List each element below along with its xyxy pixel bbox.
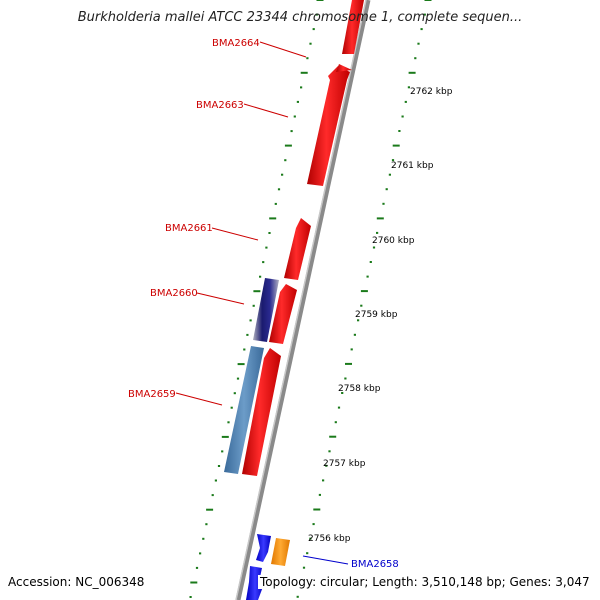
inner-tick-track (189, 0, 324, 598)
outer-tick-track (296, 0, 432, 598)
backbone-highlight (235, 0, 367, 600)
gene-bma2659-right-arrow[interactable] (242, 348, 281, 476)
leader-bma2660 (196, 292, 245, 305)
summary-text: Topology: circular; Length: 3,510,148 bp… (258, 575, 590, 589)
backbone-line (235, 0, 371, 600)
gene-bma2658-blue[interactable] (256, 534, 271, 562)
kbp-label-2762: 2762 kbp (410, 87, 453, 97)
leader-bma2661 (211, 227, 259, 241)
leader-bma2658 (302, 555, 349, 565)
gene-label-bma2659[interactable]: BMA2659 (128, 389, 176, 400)
kbp-label-2761: 2761 kbp (391, 161, 434, 171)
map-title: Burkholderia mallei ATCC 23344 chromosom… (77, 10, 523, 25)
kbp-label-2760: 2760 kbp (372, 236, 415, 246)
leader-bma2664 (259, 41, 307, 58)
kbp-label-2758: 2758 kbp (338, 384, 381, 394)
kbp-label-2757: 2757 kbp (323, 459, 366, 469)
gene-bma2660-right-arrow[interactable] (269, 284, 297, 344)
gene-blue-lower[interactable] (246, 566, 264, 600)
gene-bma2658-orange[interactable] (271, 538, 290, 566)
gene-bma2659-left[interactable] (224, 346, 264, 474)
gene-label-bma2660[interactable]: BMA2660 (150, 288, 198, 299)
gene-bma2664-arrow[interactable] (342, 0, 364, 54)
accession-text: Accession: NC_006348 (8, 575, 145, 589)
gene-bma2660-left[interactable] (253, 278, 279, 342)
gene-bma2663-arrow[interactable] (307, 66, 350, 186)
leader-bma2663 (243, 103, 289, 118)
gene-label-bma2663[interactable]: BMA2663 (196, 100, 244, 111)
gene-small-arrow[interactable] (336, 64, 352, 72)
gene-label-bma2664[interactable]: BMA2664 (212, 38, 260, 49)
gene-label-bma2661[interactable]: BMA2661 (165, 223, 213, 234)
gene-bma2661-arrow[interactable] (284, 218, 311, 280)
kbp-label-2759: 2759 kbp (355, 310, 398, 320)
gene-label-bma2658[interactable]: BMA2658 (351, 559, 399, 570)
leader-bma2659 (175, 392, 223, 406)
kbp-label-2756: 2756 kbp (308, 534, 351, 544)
